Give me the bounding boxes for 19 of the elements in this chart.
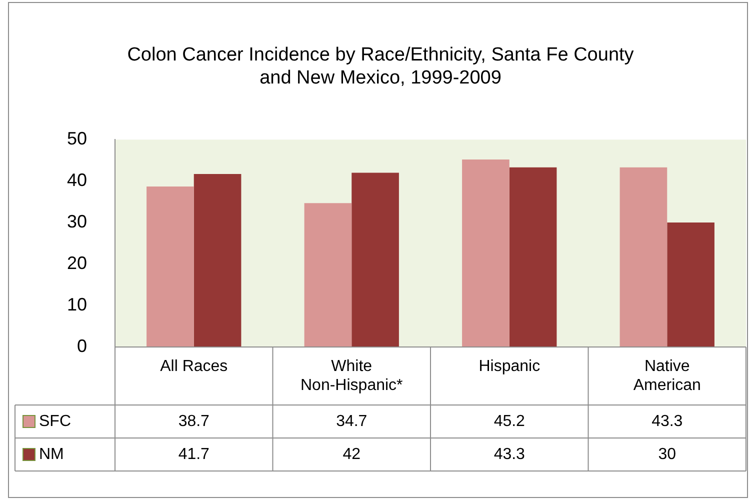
data-label: 43.3 [494, 446, 526, 463]
y-tick-label: 30 [66, 212, 87, 232]
y-tick-label: 10 [66, 294, 87, 314]
x-tick-label: White Non-Hispanic* [300, 358, 403, 394]
data-label: 38.7 [178, 412, 210, 430]
y-tick-label: 0 [76, 336, 87, 356]
data-label: 45.2 [494, 412, 526, 430]
data-label: 41.7 [178, 446, 210, 463]
data-label: 43.3 [652, 412, 683, 430]
x-tick-label: Hispanic [478, 358, 540, 376]
chart-title: Colon Cancer Incidence by Race/Ethnicity, Santa Fe County and New Mexico, 1999-2009 [127, 44, 634, 88]
data-label: 34.7 [336, 412, 368, 430]
y-tick-label: 50 [66, 128, 87, 149]
y-tick-label: 20 [66, 253, 87, 274]
data-label: 30 [658, 446, 676, 463]
x-tick-label: All Races [160, 358, 228, 376]
data-label: 42 [342, 446, 361, 463]
y-tick-label: 40 [66, 170, 87, 190]
x-tick-label: Native American [633, 358, 701, 394]
